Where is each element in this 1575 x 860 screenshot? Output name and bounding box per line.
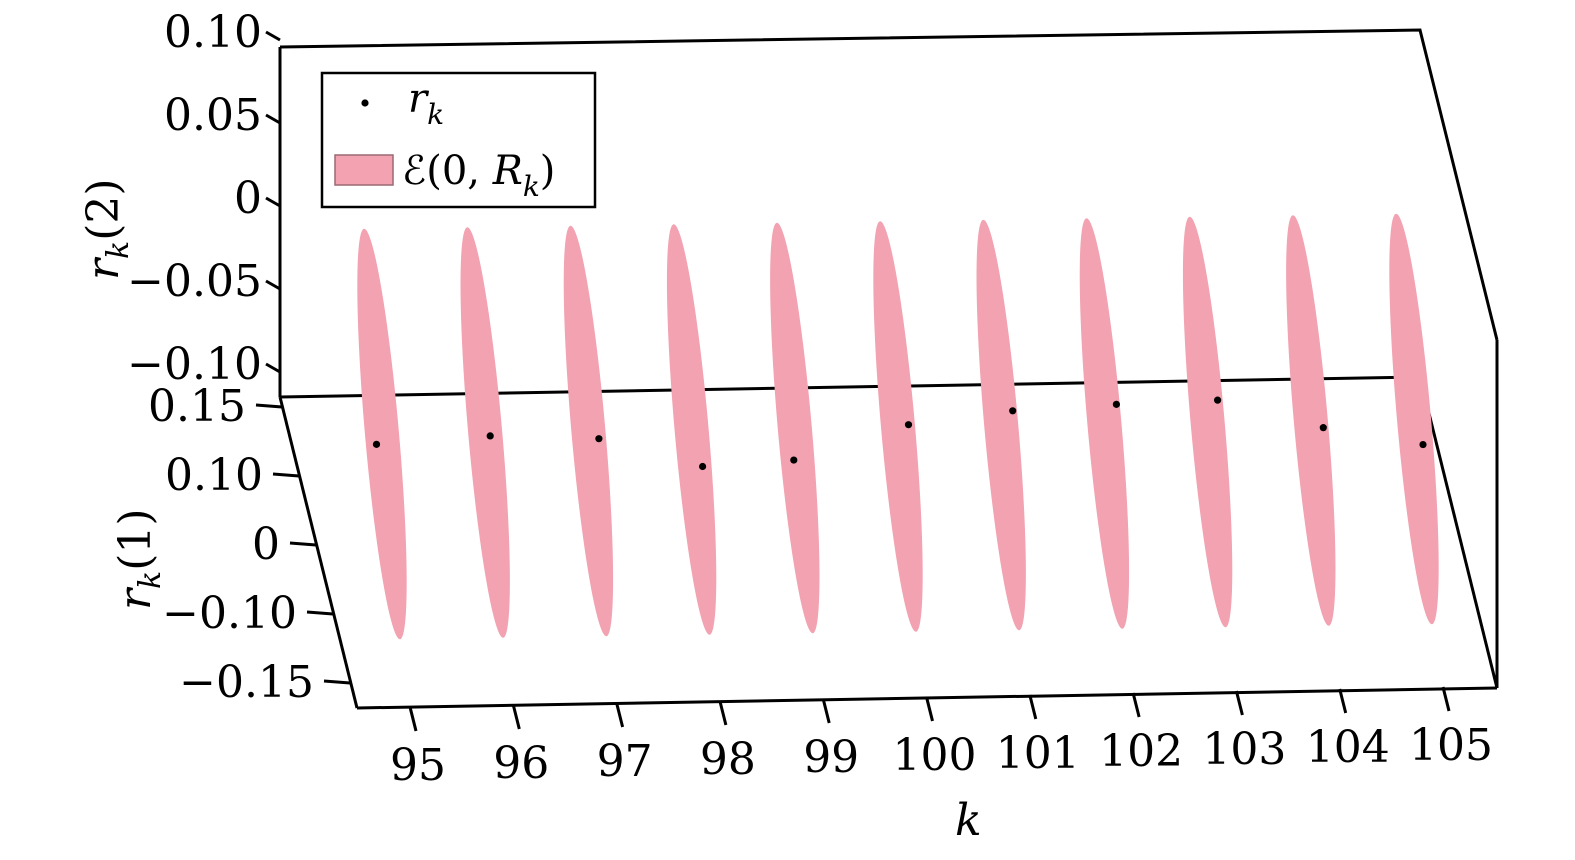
box-top-edge bbox=[279, 28, 1499, 341]
z-axis-label-arg: (2) bbox=[78, 178, 129, 240]
x-tick-mark bbox=[718, 700, 728, 726]
svg-text:rk(1): rk(1) bbox=[110, 508, 168, 610]
z-tick-mark bbox=[265, 113, 281, 125]
y-axis-ticks: 0.15 0.10 0 −0.10 −0.15 bbox=[148, 381, 351, 708]
data-point-k98 bbox=[699, 462, 707, 471]
x-tick-label: 95 bbox=[390, 740, 446, 791]
x-tick-label: 100 bbox=[893, 730, 977, 781]
x-tick-mark bbox=[1234, 690, 1244, 716]
ellipsoid-k96 bbox=[460, 227, 510, 638]
z-tick-label: 0.05 bbox=[164, 90, 262, 141]
x-tick-mark bbox=[615, 702, 625, 728]
data-point-k104 bbox=[1319, 424, 1327, 432]
y-tick-label: −0.15 bbox=[179, 657, 314, 708]
legend-box bbox=[320, 71, 597, 209]
x-tick-mark bbox=[408, 706, 418, 732]
legend: rk ℰ(0, Rk) bbox=[320, 71, 597, 209]
ellipsoid-k100 bbox=[873, 221, 923, 632]
data-point-k95 bbox=[372, 440, 381, 448]
x-tick-label: 103 bbox=[1202, 724, 1286, 775]
z-tick-mark bbox=[265, 196, 281, 208]
z-tick-label: −0.10 bbox=[127, 339, 262, 390]
y-axis-label-arg: (1) bbox=[110, 508, 161, 570]
data-point-k100 bbox=[904, 421, 913, 429]
x-tick-label: 104 bbox=[1306, 722, 1390, 773]
y-axis-label-sub: k bbox=[133, 571, 168, 589]
y-tick-mark bbox=[289, 541, 317, 547]
data-point-k105 bbox=[1419, 440, 1427, 449]
ellipsoid-series bbox=[357, 213, 1439, 640]
y-tick-mark bbox=[272, 472, 300, 478]
ellipsoid-k97 bbox=[563, 225, 614, 637]
y-tick-label: 0.15 bbox=[148, 381, 246, 432]
z-tick-mark bbox=[265, 362, 281, 374]
x-axis-label: k bbox=[955, 795, 982, 846]
legend-marker-point bbox=[361, 99, 369, 107]
ellipsoid-k101 bbox=[976, 219, 1026, 631]
x-tick-mark bbox=[1028, 694, 1038, 720]
ellipsoid-k99 bbox=[770, 222, 820, 634]
x-tick-label: 96 bbox=[493, 738, 549, 789]
box-left-floor-edge bbox=[278, 396, 359, 709]
x-tick-mark bbox=[821, 698, 831, 724]
svg-text:rk(2): rk(2) bbox=[78, 178, 136, 280]
ellipsoid-k103 bbox=[1182, 216, 1233, 628]
ellipsoid-k98 bbox=[666, 224, 717, 635]
z-axis-label-base: r bbox=[78, 256, 129, 280]
z-tick-label: −0.05 bbox=[127, 256, 262, 307]
z-tick-label: 0.10 bbox=[164, 7, 262, 58]
ellipsoid-k95 bbox=[357, 228, 407, 640]
x-tick-label: 97 bbox=[597, 736, 653, 787]
x-tick-label: 98 bbox=[700, 734, 756, 785]
data-point-k103 bbox=[1214, 396, 1222, 404]
data-point-k96 bbox=[486, 432, 494, 440]
legend-patch-ellipsoid bbox=[334, 154, 394, 186]
x-tick-label: 101 bbox=[996, 728, 1080, 779]
scatter-series bbox=[372, 396, 1427, 471]
z-tick-mark bbox=[265, 279, 281, 291]
z-axis-label-sub: k bbox=[101, 241, 136, 259]
z-tick-mark bbox=[265, 30, 281, 42]
x-tick-mark bbox=[1131, 692, 1141, 718]
box-back-bottom-edge bbox=[279, 375, 1421, 399]
ellipsoid-k105 bbox=[1389, 213, 1439, 625]
z-tick-label: 0 bbox=[234, 173, 262, 224]
ellipsoid-k102 bbox=[1079, 218, 1130, 629]
box-right-floor-edge bbox=[1418, 376, 1499, 689]
legend-entry-ellipsoid: ℰ(0, Rk) bbox=[402, 148, 555, 203]
z-axis-ticks: 0.10 0.05 0 −0.05 −0.10 bbox=[127, 7, 281, 390]
legend-entry-rk: rk bbox=[408, 76, 444, 131]
data-point-k102 bbox=[1112, 400, 1120, 408]
y-tick-mark bbox=[323, 679, 351, 685]
x-tick-mark bbox=[511, 704, 521, 730]
y-tick-mark bbox=[306, 610, 334, 616]
y-tick-label: 0 bbox=[252, 519, 280, 570]
y-tick-label: −0.10 bbox=[162, 588, 297, 639]
y-axis-label-base: r bbox=[110, 586, 161, 610]
x-tick-mark bbox=[1441, 686, 1451, 712]
y-tick-mark bbox=[255, 403, 283, 409]
z-axis-label: rk(2) bbox=[78, 178, 136, 280]
y-axis-label: rk(1) bbox=[110, 508, 168, 610]
x-tick-label: 105 bbox=[1409, 720, 1493, 771]
data-point-k97 bbox=[595, 435, 603, 443]
x-tick-label: 99 bbox=[803, 732, 859, 783]
data-point-k99 bbox=[790, 456, 798, 464]
ellipsoid-k104 bbox=[1286, 215, 1336, 626]
x-tick-label: 102 bbox=[1099, 726, 1183, 777]
y-tick-label: 0.10 bbox=[165, 450, 263, 501]
data-point-k101 bbox=[1009, 407, 1017, 415]
x-axis-ticks: 95 96 97 98 99 100 101 102 103 104 105 bbox=[390, 686, 1493, 791]
x-tick-mark bbox=[1338, 688, 1348, 714]
x-tick-mark bbox=[925, 696, 934, 722]
